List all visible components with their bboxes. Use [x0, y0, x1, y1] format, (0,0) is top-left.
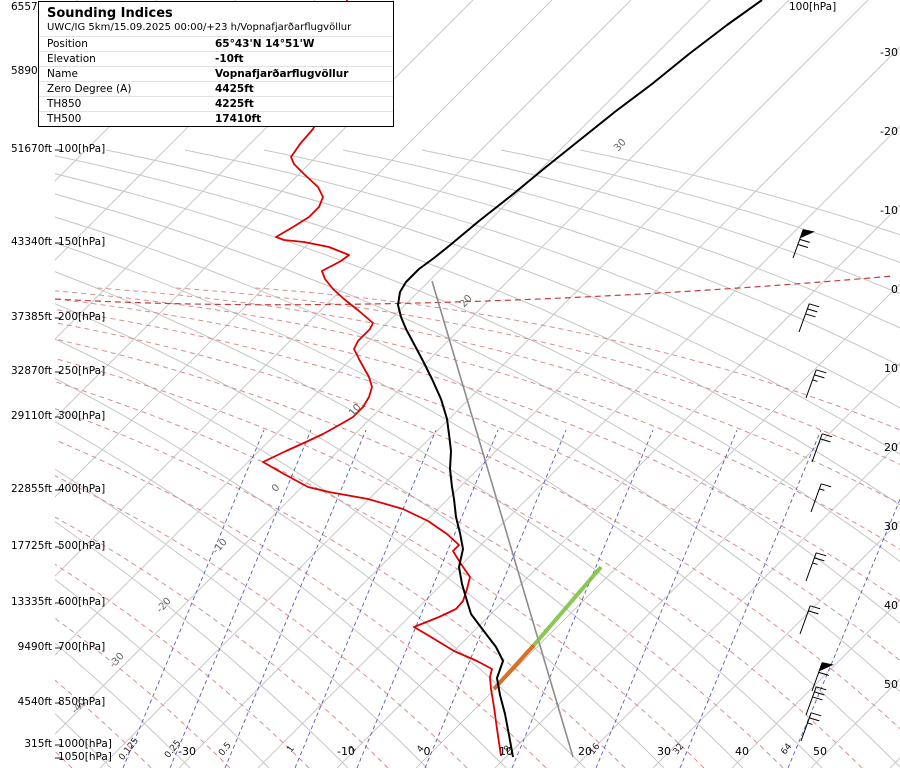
moist-adiabat-highlight	[55, 275, 894, 306]
dry-adiabat-line	[55, 377, 586, 768]
indices-row-position: Position 65°43'N 14°51'W	[39, 36, 393, 51]
row-value: Vopnafjarðarflugvöllur	[215, 68, 349, 80]
moist-adiabat-line	[55, 322, 900, 730]
panel-subtitle: UWC/IG 5km/15.09.2025 00:00/+23 h/Vopnaf…	[47, 22, 352, 33]
isotherm-line	[652, 520, 900, 768]
moist-adiabat-line	[96, 287, 900, 505]
isotherm-line	[178, 46, 900, 768]
row-label: Name	[47, 68, 78, 80]
sounding-indices-panel: Sounding Indices UWC/IG 5km/15.09.2025 0…	[38, 1, 394, 127]
isotherm-line	[55, 0, 790, 735]
row-label: Position	[47, 38, 88, 50]
isotherm-line	[55, 0, 316, 261]
isotherm-line	[55, 0, 553, 498]
row-label: TH850	[47, 98, 82, 110]
dry-adiabat-line	[55, 468, 428, 768]
wind-barb	[792, 229, 815, 259]
row-value: 4225ft	[215, 98, 254, 110]
indices-row-name: Name Vopnafjarðarflugvöllur	[39, 66, 393, 81]
moist-adiabat-line	[55, 308, 900, 662]
dry-adiabat-line	[55, 578, 270, 768]
mixing-ratio-line	[511, 429, 654, 768]
wind-barb	[798, 303, 820, 333]
isotherm-line	[257, 125, 900, 768]
row-value: -10ft	[215, 53, 244, 65]
dry-adiabat-line	[105, 149, 900, 455]
layer-segment-cold	[532, 565, 603, 647]
isotherm-line	[494, 362, 900, 768]
isotherm-line	[731, 599, 900, 768]
dry-adiabat-line	[500, 149, 900, 264]
mixing-ratio-line	[122, 429, 265, 768]
dry-adiabat-line	[55, 216, 900, 693]
isotherm-line	[55, 0, 237, 182]
mixing-ratio-line	[356, 429, 499, 768]
row-label: Zero Degree (A)	[47, 83, 132, 95]
dry-adiabat-line	[55, 421, 507, 768]
indices-row-elevation: Elevation -10ft	[39, 51, 393, 66]
layer-segment-warm	[492, 643, 536, 691]
row-label: TH500	[47, 113, 82, 125]
parcel-line	[431, 280, 574, 758]
indices-row-th850: TH850 4225ft	[39, 96, 393, 111]
isotherm-line	[55, 0, 632, 577]
dry-adiabat-line	[55, 521, 349, 768]
wind-barb	[811, 433, 833, 463]
mixing-ratio-line	[294, 429, 437, 768]
moist-adiabat-line	[55, 563, 310, 768]
isotherm-line	[55, 0, 395, 340]
dry-adiabat-line	[55, 155, 900, 506]
wind-barb	[810, 483, 832, 513]
wind-barb	[805, 686, 827, 716]
mixing-ratio-line	[424, 429, 567, 768]
wind-barb	[805, 369, 827, 399]
temperature-curve	[397, 0, 763, 758]
dry-adiabat-line	[55, 193, 900, 624]
row-value: 4425ft	[215, 83, 254, 95]
mixing-ratio-line	[787, 498, 900, 768]
isotherm-line	[889, 757, 900, 768]
dry-adiabat-line	[55, 303, 744, 768]
moist-adiabat-line	[55, 298, 900, 602]
dry-adiabat-line	[263, 149, 900, 367]
row-value: 17410ft	[215, 113, 262, 125]
mixing-ratio-line	[679, 429, 822, 768]
moist-adiabat-line	[254, 287, 900, 431]
mixing-ratio-line	[595, 429, 738, 768]
wind-barb	[805, 552, 827, 582]
wind-barb	[799, 605, 821, 635]
dry-adiabat-line	[579, 149, 900, 236]
row-label: Elevation	[47, 53, 96, 65]
wind-barb	[800, 712, 822, 742]
dry-adiabat-line	[55, 173, 900, 562]
dry-adiabat-line	[55, 271, 823, 768]
mixing-ratio-line	[224, 429, 367, 768]
wind-barb	[811, 662, 834, 692]
dry-adiabat-line	[342, 149, 900, 329]
isotherm-line	[415, 283, 900, 768]
row-value: 65°43'N 14°51'W	[215, 38, 315, 50]
moist-adiabat-line	[55, 679, 152, 768]
dry-adiabat-line	[421, 149, 900, 295]
mixing-ratio-line	[169, 429, 312, 768]
isotherm-line	[99, 0, 869, 768]
moist-adiabat-line	[55, 408, 626, 768]
dewpoint-curve	[262, 0, 502, 757]
moist-adiabat-line	[55, 290, 900, 550]
isotherm-line	[55, 0, 474, 419]
moist-adiabat-line	[175, 287, 900, 466]
indices-row-th500: TH500 17410ft	[39, 111, 393, 126]
dry-adiabat-line	[184, 149, 900, 409]
panel-title: Sounding Indices	[47, 6, 173, 21]
indices-row-zero-degree: Zero Degree (A) 4425ft	[39, 81, 393, 96]
isotherm-line	[336, 204, 900, 768]
isotherm-line	[55, 0, 711, 656]
dry-adiabat-line	[55, 338, 665, 768]
moist-adiabat-line	[55, 475, 468, 768]
isotherm-line	[573, 441, 900, 768]
